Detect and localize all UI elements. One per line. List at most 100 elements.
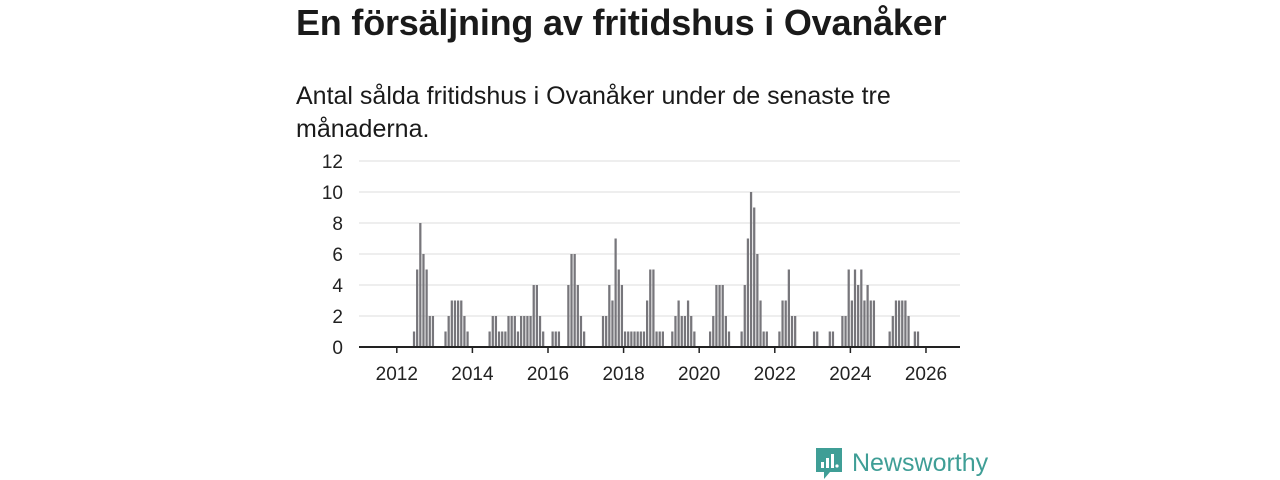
bar <box>661 331 664 347</box>
bar <box>504 331 507 347</box>
bar <box>749 192 753 347</box>
bar <box>690 316 693 347</box>
x-tick-label: 2012 <box>376 364 418 385</box>
bar <box>727 331 731 347</box>
bar <box>863 300 866 347</box>
bar <box>447 316 450 347</box>
bar <box>416 269 419 347</box>
bar <box>460 300 463 347</box>
bar <box>529 316 532 347</box>
bar <box>740 331 743 347</box>
bar <box>422 254 425 347</box>
bar <box>853 269 857 347</box>
bar <box>567 285 570 347</box>
bar <box>491 316 494 347</box>
bar <box>869 300 872 347</box>
bar <box>743 285 746 347</box>
bar <box>639 331 642 347</box>
x-tick-label: 2014 <box>451 364 494 385</box>
bar <box>866 285 869 347</box>
chart-subtitle: Antal sålda fritidshus i Ovanåker under … <box>296 82 891 143</box>
bar <box>816 331 819 347</box>
bar <box>431 316 435 347</box>
bar <box>579 316 583 347</box>
bar <box>753 207 756 347</box>
bar <box>570 254 573 347</box>
bar <box>655 331 658 347</box>
y-tick-label: 8 <box>332 214 343 235</box>
bar <box>605 316 608 347</box>
y-tick-label: 10 <box>322 183 343 204</box>
bar <box>519 316 523 347</box>
bar <box>708 331 712 347</box>
bar <box>847 269 850 347</box>
bar <box>611 300 614 347</box>
bar <box>850 300 853 347</box>
bar <box>513 316 516 347</box>
bar <box>642 331 646 347</box>
bar <box>860 269 863 347</box>
bar <box>677 300 680 347</box>
bar <box>501 331 504 347</box>
bar <box>601 316 605 347</box>
bar <box>658 331 661 347</box>
x-tick-label: 2022 <box>754 364 796 385</box>
x-tick-label: 2024 <box>829 364 872 385</box>
bar <box>456 300 460 347</box>
bar <box>671 331 674 347</box>
bar <box>526 316 529 347</box>
bar <box>683 316 687 347</box>
bar <box>608 285 611 347</box>
bar <box>554 331 557 347</box>
bar <box>623 331 627 347</box>
brand-logo: Newsworthy <box>814 446 988 480</box>
bar <box>674 316 677 347</box>
bar <box>762 331 765 347</box>
bar <box>557 331 561 347</box>
bar <box>425 269 428 347</box>
bar <box>419 223 422 347</box>
bar <box>756 254 759 347</box>
bar <box>831 331 835 347</box>
x-tick-label: 2026 <box>905 364 947 385</box>
bar <box>686 300 690 347</box>
bar <box>790 316 794 347</box>
bar <box>891 316 894 347</box>
bar <box>466 331 469 347</box>
chart-title: En försäljning av fritidshus i Ovanåker <box>296 2 947 43</box>
bar <box>765 331 768 347</box>
bar <box>828 331 831 347</box>
bar <box>759 300 762 347</box>
bar <box>680 316 683 347</box>
bar <box>841 316 844 347</box>
bar <box>721 285 724 347</box>
newsworthy-logo-icon <box>816 448 842 479</box>
bar <box>573 254 576 347</box>
bar <box>450 300 453 347</box>
bar <box>712 316 715 347</box>
bar <box>913 331 916 347</box>
bar <box>787 269 790 347</box>
bar <box>620 285 624 347</box>
bar <box>718 285 721 347</box>
bar <box>652 269 655 347</box>
bar <box>636 331 639 347</box>
bar <box>576 285 579 347</box>
bar <box>916 331 920 347</box>
bar <box>844 316 847 347</box>
bar <box>907 316 910 347</box>
bar <box>428 316 431 347</box>
bar <box>794 316 797 347</box>
bar <box>812 331 816 347</box>
bar <box>535 285 538 347</box>
x-tick-label: 2016 <box>527 364 569 385</box>
bar <box>724 316 727 347</box>
bar <box>746 238 750 347</box>
bar-chart: 0 2 4 6 8 10 12 1 2012 2014 2016 2018 2020 2022 2024 20… <box>322 0 960 385</box>
bar <box>532 285 535 347</box>
bar <box>901 300 904 347</box>
bar <box>630 331 633 347</box>
highlight-value-label: 1 <box>946 0 957 5</box>
y-tick-label: 12 <box>322 152 343 173</box>
x-tick-label: 2018 <box>602 364 644 385</box>
